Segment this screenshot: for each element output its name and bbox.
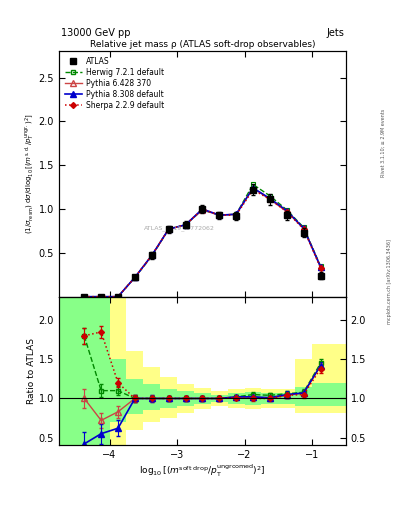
Text: mcplots.cern.ch [arXiv:1306.3436]: mcplots.cern.ch [arXiv:1306.3436] (387, 239, 391, 324)
Y-axis label: $(1/\sigma_{\rm resm})\ \mathrm{d}\sigma/\mathrm{d}\log_{10}[(m^{\rm s.d.}/p_T^{: $(1/\sigma_{\rm resm})\ \mathrm{d}\sigma… (24, 114, 37, 234)
Text: Rivet 3.1.10; ≥ 2.9M events: Rivet 3.1.10; ≥ 2.9M events (381, 109, 386, 178)
Text: ATLAS_2019_I1772062: ATLAS_2019_I1772062 (144, 225, 215, 231)
Legend: ATLAS, Herwig 7.2.1 default, Pythia 6.428 370, Pythia 8.308 default, Sherpa 2.2.: ATLAS, Herwig 7.2.1 default, Pythia 6.42… (63, 55, 166, 112)
Text: Jets: Jets (326, 28, 344, 38)
Y-axis label: Ratio to ATLAS: Ratio to ATLAS (27, 338, 36, 404)
X-axis label: $\log_{10}[(m^{\rm soft\ drop}/p_{\rm T}^{\rm ungroomed})^{2}]$: $\log_{10}[(m^{\rm soft\ drop}/p_{\rm T}… (139, 463, 266, 479)
Title: Relative jet mass ρ (ATLAS soft-drop observables): Relative jet mass ρ (ATLAS soft-drop obs… (90, 40, 315, 49)
Text: 13000 GeV pp: 13000 GeV pp (61, 28, 130, 38)
